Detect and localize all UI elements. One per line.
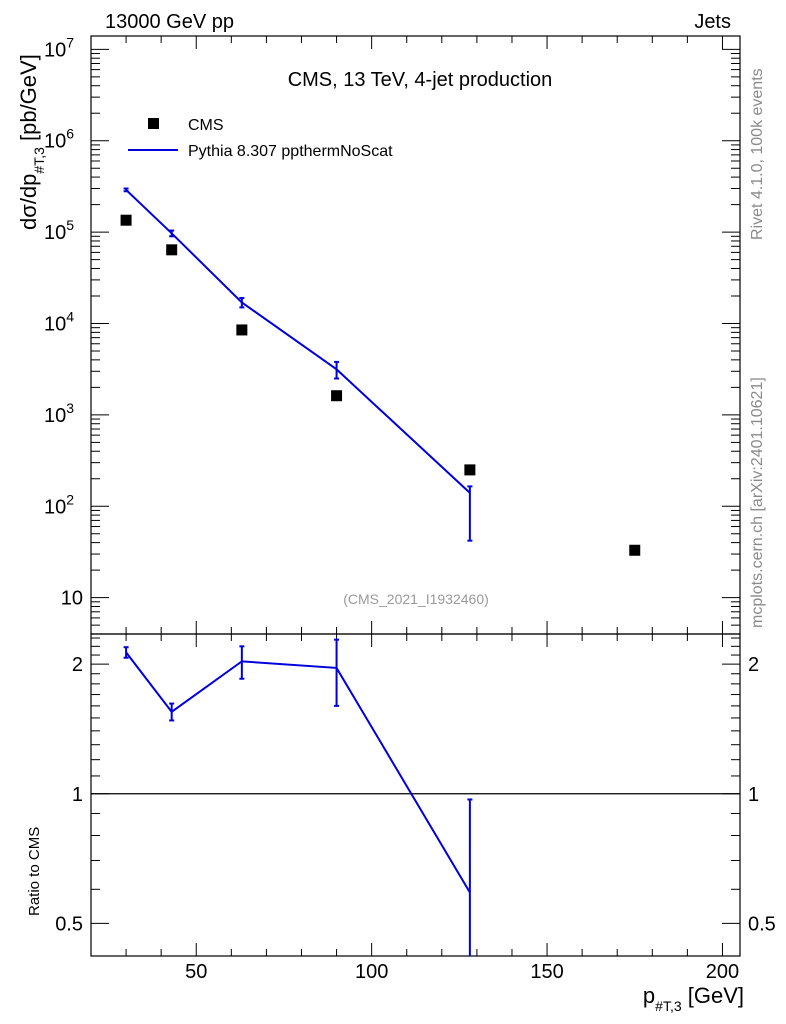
y-tick-label: 107 xyxy=(44,34,74,61)
side-label-version: Rivet 4.1.0, 100k events xyxy=(749,68,766,240)
cms-data-point xyxy=(629,544,641,556)
x-tick-label: 150 xyxy=(530,961,563,983)
chart-title: CMS, 13 TeV, 4-jet production xyxy=(288,69,553,91)
y-tick-label: 10 xyxy=(61,588,83,610)
y-tick-label: 102 xyxy=(44,491,74,518)
cms-data-point xyxy=(464,464,476,476)
legend-label-cms: CMS xyxy=(188,117,224,134)
analysis-id: (CMS_2021_I1932460) xyxy=(343,591,489,607)
ratio-y-tick-label-left: 1 xyxy=(72,784,83,806)
y-tick-label: 104 xyxy=(44,308,74,335)
y-tick-label: 103 xyxy=(44,400,74,427)
ratio-y-tick-label-right: 2 xyxy=(748,654,759,676)
cms-data-point xyxy=(331,390,343,402)
category-label: Jets xyxy=(694,11,731,33)
y-axis-label: dσ/dp#T,3 [pb/GeV] xyxy=(16,54,47,230)
main-panel: 10 102 103 104 105 106 107 CMS, 13 TeV, 4-jet p… xyxy=(16,34,741,956)
legend-label-pythia: Pythia 8.307 ppthermNoScat xyxy=(188,143,393,160)
cms-data-point xyxy=(120,214,132,226)
ratio-panel: 50 100 150 200 0.5 0.5 1 1 2 2 Ratio to CMS p#T,3 [… xyxy=(26,633,776,1014)
x-tick-label: 50 xyxy=(185,961,207,983)
y-tick-label: 106 xyxy=(44,126,74,153)
x-tick-label: 200 xyxy=(706,961,739,983)
ratio-frame xyxy=(90,633,741,957)
ratio-y-tick-label-left: 2 xyxy=(72,654,83,676)
pythia-line xyxy=(125,189,471,494)
cms-data-point xyxy=(236,324,248,336)
ratio-y-axis-label: Ratio to CMS xyxy=(26,827,43,916)
ratio-y-tick-label-left: 0.5 xyxy=(55,913,83,935)
cms-data-point xyxy=(166,244,178,256)
y-tick-label: 105 xyxy=(44,217,74,244)
beam-label: 13000 GeV pp xyxy=(105,11,234,33)
ratio-y-tick-label-right: 0.5 xyxy=(748,913,776,935)
x-tick-label: 100 xyxy=(355,961,388,983)
ratio-line xyxy=(125,651,471,893)
legend-marker-cms xyxy=(148,118,159,129)
ratio-y-tick-label-right: 1 xyxy=(748,784,759,806)
side-label-source: mcplots.cern.ch [arXiv:2401.10621] xyxy=(749,377,766,628)
x-axis-label: p#T,3 [GeV] xyxy=(643,983,744,1014)
